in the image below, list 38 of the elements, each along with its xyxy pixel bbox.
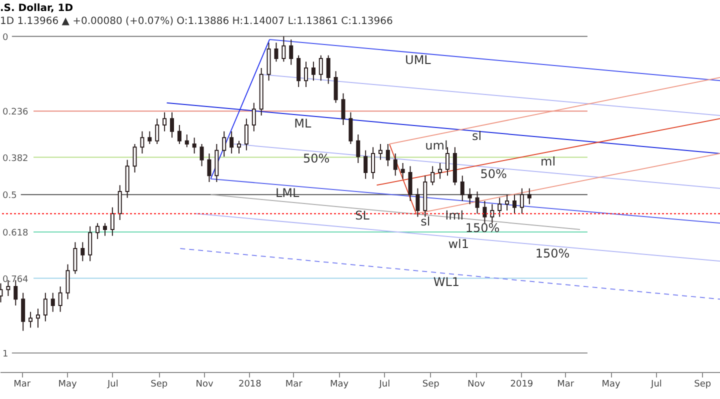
annotation: UML — [405, 53, 432, 68]
annotation: sl — [472, 129, 482, 144]
x-tick-label: Sep — [150, 380, 168, 390]
y-tick-label: 1 — [2, 350, 8, 360]
x-tick-label: Sep — [422, 380, 440, 390]
annotation: 150% — [465, 221, 500, 235]
y-tick-label: 0.236 — [2, 108, 29, 118]
x-tick-label: Sep — [694, 380, 712, 390]
x-tick-label: Mar — [14, 380, 31, 390]
y-tick-label: 0.382 — [2, 154, 28, 164]
x-tick-label: 2018 — [238, 380, 262, 390]
x-tick-label: May — [602, 380, 622, 390]
y-tick-label: 0.5 — [2, 191, 17, 202]
x-tick-label: Mar — [557, 380, 574, 390]
y-tick-label: 0 — [2, 32, 8, 43]
annotation: wl1 — [448, 236, 470, 251]
chart-title: .S. Dollar, 1D — [0, 2, 74, 15]
x-tick-label: Jul — [106, 380, 118, 390]
annotation: SL — [355, 208, 370, 222]
annotation: ml — [540, 154, 556, 168]
x-tick-label: May — [330, 380, 350, 390]
x-tick-label: Nov — [196, 380, 214, 390]
annotation: uml — [425, 138, 448, 153]
annotation: sl — [420, 214, 430, 229]
y-tick-label: 0.618 — [2, 228, 29, 239]
x-tick-label: Jul — [378, 380, 390, 390]
annotation: 150% — [535, 246, 570, 260]
y-tick-label: 0.764 — [2, 274, 29, 285]
annotation: lml — [445, 208, 464, 222]
x-tick-label: Nov — [467, 380, 486, 390]
x-tick-label: 2019 — [510, 380, 534, 390]
annotation: ML — [294, 116, 312, 130]
annotation: WL1 — [433, 274, 460, 289]
x-tick-label: May — [58, 380, 78, 390]
annotation: 50% — [480, 167, 507, 182]
x-tick-label: Jul — [650, 380, 662, 390]
chart-subtitle: 1D 1.13966 ▲ +0.00080 (+0.07%) O:1.13886 H:1.14007 L:1.13861 C:1.13966 — [0, 15, 394, 28]
x-tick-label: Mar — [285, 380, 303, 390]
